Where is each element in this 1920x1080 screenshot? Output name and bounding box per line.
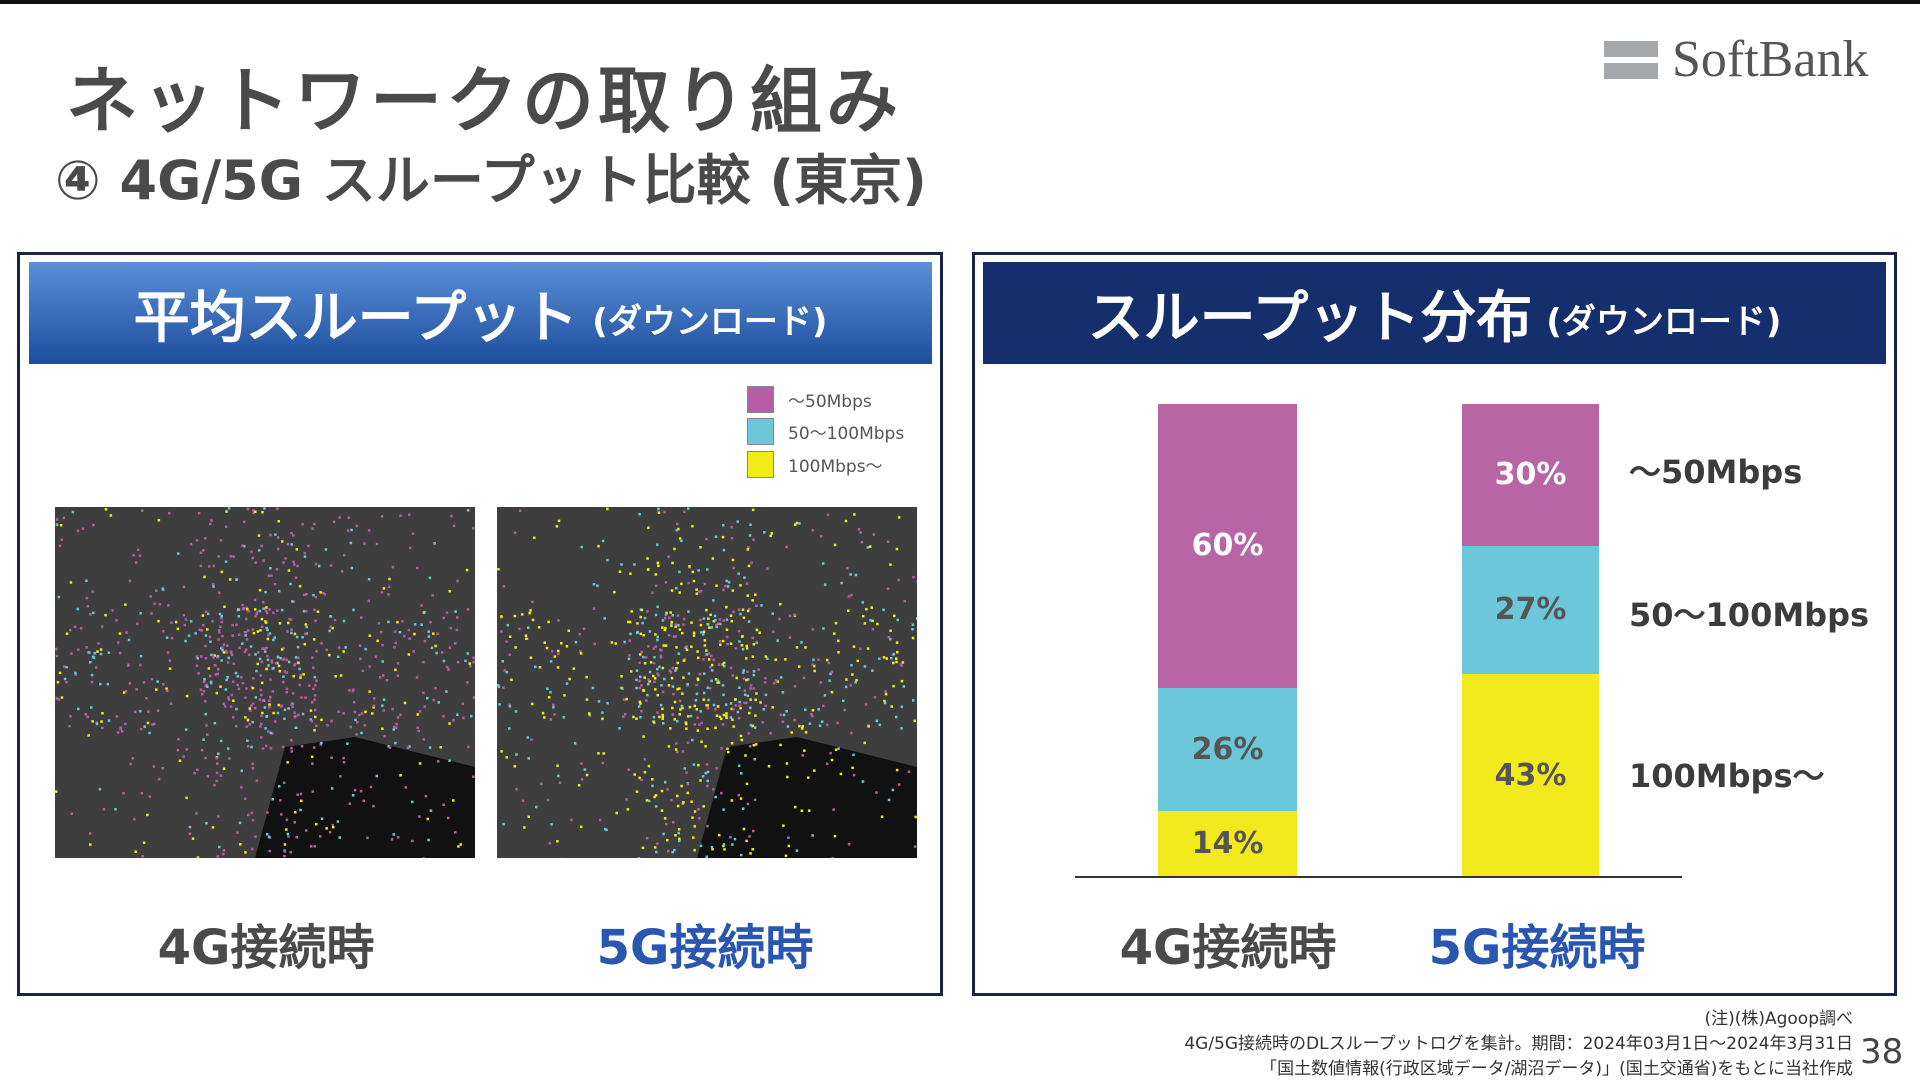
throughput-distribution-panel: [972, 252, 1897, 996]
footnote-data-credit: 「国土数値情報(行政区域データ/湖沼データ)」(国土交通省)をもとに当社作成: [1260, 1059, 1853, 1079]
page-subtitle: ④ 4G/5G スループット比較 (東京): [55, 149, 927, 212]
legend-swatch: [747, 418, 774, 445]
legend-swatch: [747, 451, 774, 478]
legend-item: 100Mbps～: [747, 451, 883, 478]
footnote-source: (注)(株)Agoop調べ: [1704, 1009, 1853, 1029]
series-label: 50～100Mbps: [1629, 596, 1870, 634]
chart-baseline: [1075, 876, 1682, 878]
bar-segment: 14%: [1158, 810, 1297, 877]
bar-segment: 26%: [1158, 687, 1297, 811]
bar-4g: 60% 26% 14%: [1158, 404, 1297, 877]
bar-segment: 60%: [1158, 404, 1297, 688]
series-label: ～50Mbps: [1629, 453, 1803, 491]
map-5g-tokyo: [497, 507, 917, 858]
header-subtitle: (ダウンロード): [592, 301, 828, 342]
logo-bars-icon: [1604, 40, 1658, 79]
bar-segment: 27%: [1462, 545, 1599, 674]
legend-item: 50～100Mbps: [747, 418, 904, 445]
header-title: 平均スループット: [133, 285, 579, 351]
map-label-4g: 4G接続時: [157, 920, 375, 976]
map-label-5g: 5G接続時: [596, 920, 814, 976]
header-title: スループット分布: [1087, 285, 1533, 351]
legend-label: ～50Mbps: [788, 392, 872, 412]
legend-swatch: [747, 386, 774, 413]
throughput-distribution-header: スループット分布 (ダウンロード): [983, 262, 1886, 364]
series-label: 100Mbps～: [1629, 757, 1825, 795]
category-label-4g: 4G接続時: [1119, 920, 1337, 976]
logo-text: SoftBank: [1672, 31, 1869, 88]
bar-segment: 30%: [1462, 404, 1599, 546]
page-number: 38: [1860, 1032, 1904, 1072]
map-4g-tokyo: [55, 507, 475, 858]
bar-5g: 30% 27% 43%: [1462, 404, 1599, 877]
legend-item: ～50Mbps: [747, 386, 872, 413]
header-subtitle: (ダウンロード): [1546, 301, 1782, 342]
top-bar: [0, 0, 1920, 4]
page-title: ネットワークの取り組み: [66, 59, 903, 143]
category-label-5g: 5G接続時: [1428, 920, 1646, 976]
softbank-logo: SoftBank: [1604, 30, 1868, 89]
footnote-period: 4G/5G接続時のDLスループットログを集計。期間：2024年03月1日～202…: [1184, 1034, 1853, 1054]
average-throughput-header: 平均スループット (ダウンロード): [29, 262, 932, 364]
legend-label: 100Mbps～: [788, 457, 883, 477]
legend-label: 50～100Mbps: [788, 424, 905, 444]
bar-segment: 43%: [1462, 673, 1599, 877]
